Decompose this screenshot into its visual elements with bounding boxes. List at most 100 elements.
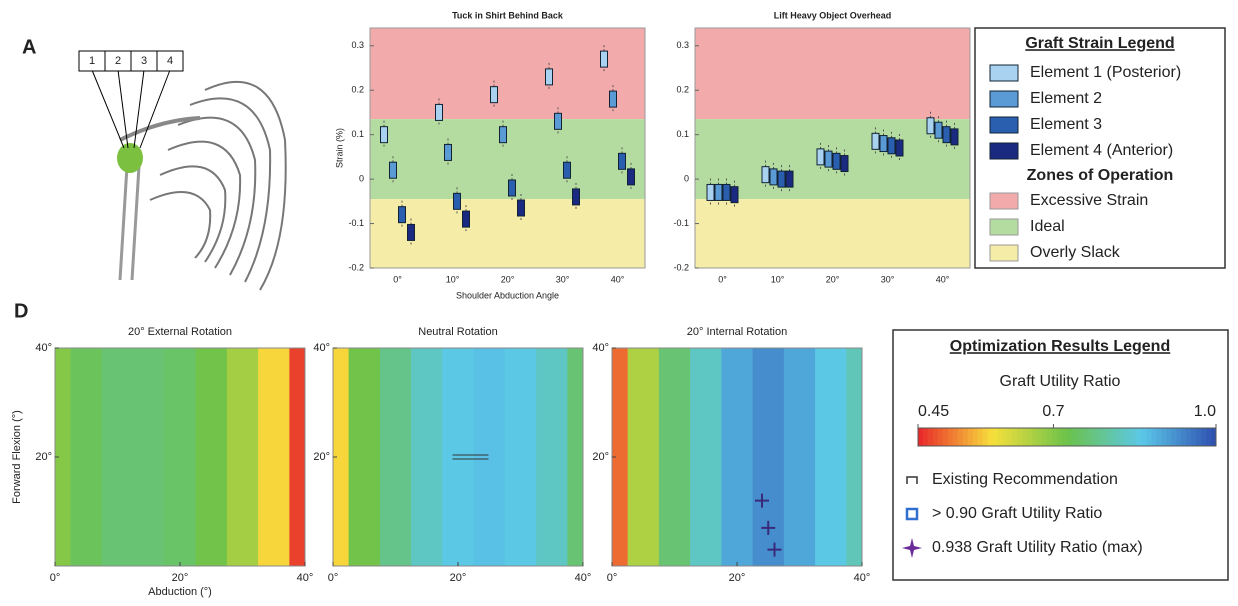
heat-cell: [783, 348, 816, 566]
colorbar-cell: [977, 428, 984, 446]
colorbar-cell: [1081, 428, 1088, 446]
chart-title: 20° Internal Rotation: [687, 326, 787, 338]
colorbar-cell: [942, 428, 949, 446]
recommendation-marker: [452, 454, 489, 460]
box: [600, 50, 608, 68]
y-tick-label: 40°: [313, 342, 330, 354]
legend-label: Element 1 (Posterior): [1030, 64, 1181, 81]
y-tick-label: 0.2: [676, 85, 689, 95]
colorbar-cell: [1037, 428, 1043, 446]
legend-label: 0.938 Graft Utility Ratio (max): [932, 539, 1143, 556]
colorbar-tick-label: 1.0: [1194, 403, 1216, 420]
x-tick-label: 30°: [556, 274, 570, 284]
box: [563, 161, 571, 179]
colorbar-cell: [1057, 428, 1063, 446]
x-tick-label: 10°: [771, 274, 785, 284]
colorbar-cell: [1186, 428, 1192, 446]
colorbar-cell: [967, 428, 974, 446]
x-axis-label: Shoulder Abduction Angle: [456, 290, 559, 300]
x-tick-label: 0°: [328, 572, 339, 584]
box: [722, 183, 731, 201]
y-tick-label: 0: [684, 173, 689, 183]
colorbar-tick-label: 0.45: [918, 403, 949, 420]
heat-cell: [101, 348, 134, 566]
colorbar-cell: [1032, 428, 1038, 446]
colorbar-cell: [982, 428, 989, 446]
panel-label: A: [22, 36, 36, 58]
heat-cell: [411, 348, 443, 566]
colorbar-cell: [1076, 428, 1083, 446]
box: [840, 155, 849, 173]
y-axis-label: Strain (%): [334, 128, 344, 168]
heat-cell: [333, 348, 350, 566]
colorbar-cell: [932, 428, 939, 446]
heat-cell: [164, 348, 197, 566]
heat-cell: [70, 348, 103, 566]
box: [777, 170, 786, 188]
box: [462, 210, 470, 228]
heat-cell: [627, 348, 660, 566]
legend-label: Existing Recommendation: [932, 471, 1118, 488]
colorbar-cell: [1091, 428, 1098, 446]
heat-cell: [846, 348, 863, 566]
colorbar-cell: [1067, 428, 1073, 446]
colorbar-cell: [1042, 428, 1048, 446]
colorbar-cell: [1101, 428, 1108, 446]
box: [730, 186, 739, 204]
y-tick-label: 0.3: [351, 40, 364, 50]
colorbar-cell: [962, 428, 969, 446]
y-tick-label: 40°: [592, 342, 609, 354]
box: [508, 179, 516, 197]
colorbar-cell: [1027, 428, 1033, 446]
colorbar-cell: [1181, 428, 1187, 446]
zone: [695, 28, 970, 120]
colorbar-cell: [1141, 428, 1147, 446]
x-tick-label: 0°: [607, 572, 618, 584]
legend-swatch: [989, 244, 1019, 262]
colorbar-cell: [1017, 428, 1023, 446]
heat-cell: [815, 348, 847, 566]
colorbar-cell: [1116, 428, 1123, 446]
legend-swatch: [989, 142, 1019, 160]
y-tick-label: 0.1: [351, 129, 364, 139]
colorbar-cell: [1201, 428, 1207, 446]
colorbar-cell: [972, 428, 979, 446]
colorbar-cell: [1121, 428, 1128, 446]
heat-cell: [226, 348, 259, 566]
x-tick-label: 20°: [172, 572, 189, 584]
x-tick-label: 40°: [936, 274, 950, 284]
box: [926, 117, 935, 135]
box: [761, 166, 770, 184]
box: [517, 199, 525, 217]
box: [942, 126, 951, 144]
heat-cell: [195, 348, 228, 566]
y-tick-label: -0.1: [673, 218, 689, 228]
x-tick-label: 40°: [297, 572, 314, 584]
colorbar-cell: [1106, 428, 1113, 446]
colorbar-frame: [917, 427, 1217, 447]
colorbar-cell: [1012, 428, 1018, 446]
box: [871, 132, 880, 150]
legend-title: Optimization Results Legend: [950, 338, 1170, 355]
box: [398, 206, 406, 224]
colorbar-cell: [1206, 428, 1212, 446]
y-tick-label: -0.1: [348, 218, 364, 228]
colorbar-cell: [1062, 428, 1068, 446]
legend-title: Graft Strain Legend: [1025, 35, 1174, 52]
box: [380, 126, 388, 144]
colorbar-cell: [957, 428, 964, 446]
heat-cell: [504, 348, 537, 566]
box: [554, 112, 562, 130]
heat-cell: [690, 348, 722, 566]
box: [444, 143, 452, 161]
heat-cell: [289, 348, 306, 566]
x-tick-label: 40°: [611, 274, 625, 284]
zone: [370, 199, 645, 268]
heat-cell: [379, 348, 412, 566]
optimum-marker: [755, 493, 769, 508]
box: [609, 90, 617, 108]
x-tick-label: 10°: [446, 274, 460, 284]
heat-cell: [658, 348, 691, 566]
box: [887, 137, 896, 155]
